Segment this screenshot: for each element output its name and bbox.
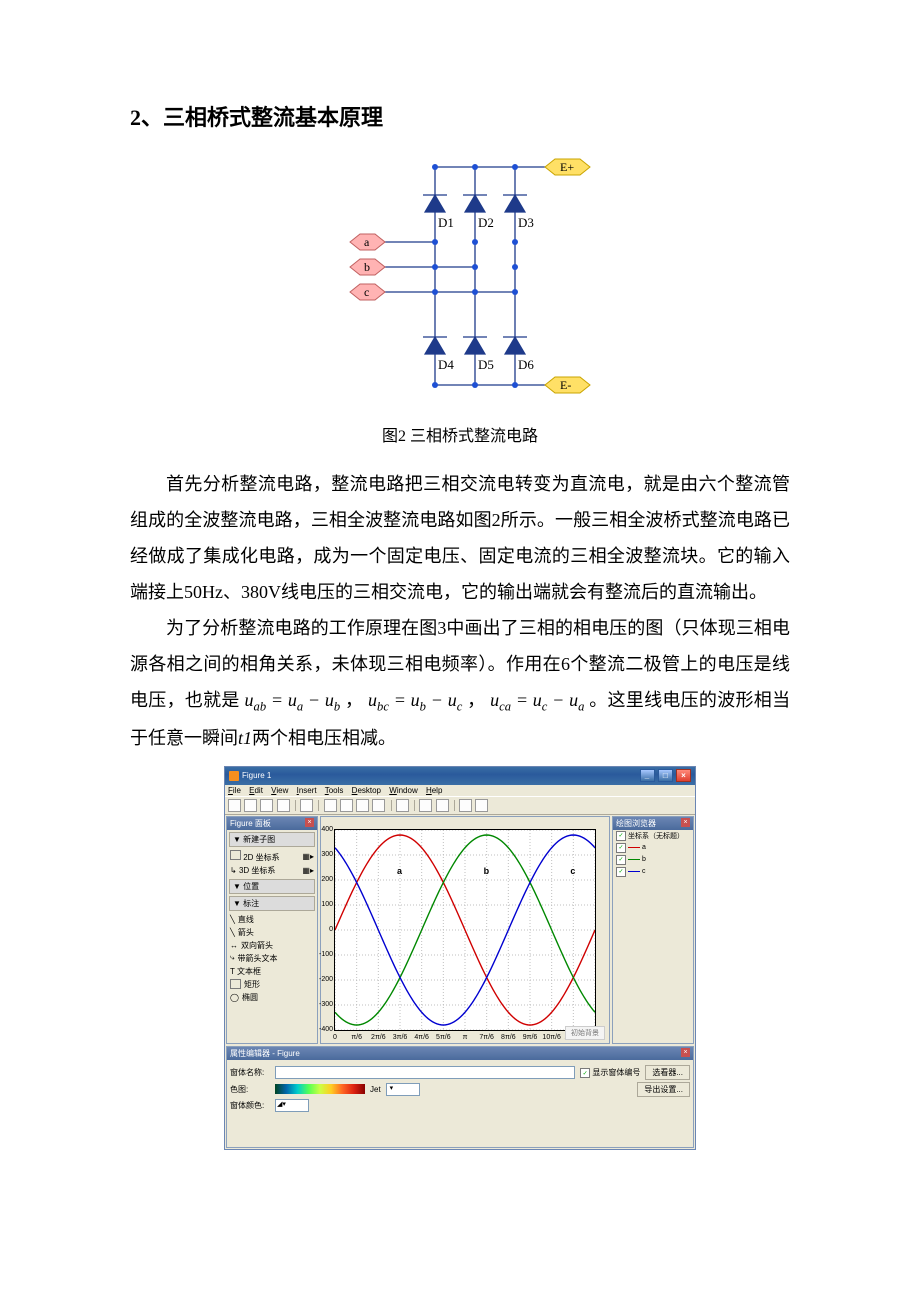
toolbar-pointer-icon[interactable] (300, 799, 313, 812)
figure-caption: 图2 三相桥式整流电路 (130, 422, 790, 446)
browser-axes-header[interactable]: ✓坐标系（无标题） (613, 830, 693, 842)
annot-textbox[interactable]: T 文本框 (227, 965, 317, 978)
annot-ellipse[interactable]: ◯ 椭圆 (227, 991, 317, 1004)
axes-2d-item[interactable]: 2D 坐标系▦▸ (227, 849, 317, 864)
figure-panel: Figure 面板× ▼ 新建子图 2D 坐标系▦▸ ↳ 3D 坐标系▦▸ ▼ … (226, 816, 318, 1044)
section-annotate[interactable]: ▼ 标注 (229, 896, 315, 911)
diode-d5 (463, 337, 487, 354)
colormap-select[interactable]: ▾ (386, 1083, 420, 1096)
svg-text:E-: E- (560, 378, 571, 392)
axes-3d-item[interactable]: ↳ 3D 坐标系▦▸ (227, 864, 317, 877)
add-background-button[interactable]: 初始背景 (565, 1026, 605, 1040)
plot-browser-panel: 绘图浏览器× ✓坐标系（无标题） ✓a✓b✓c (612, 816, 694, 1044)
menu-window[interactable]: Window (389, 786, 417, 795)
toolbar-new-icon[interactable] (228, 799, 241, 812)
close-button[interactable]: × (676, 769, 691, 782)
plot-panel: 4003002001000-100-200-300-4000π/62π/63π/… (320, 816, 610, 1044)
color-select[interactable]: ◢▾ (275, 1099, 309, 1112)
menu-view[interactable]: View (271, 786, 288, 795)
annot-double-arrow[interactable]: ↔ 双向箭头 (227, 939, 317, 952)
toolbar-print-icon[interactable] (277, 799, 290, 812)
svg-text:D5: D5 (478, 357, 494, 372)
toolbar (225, 796, 695, 815)
paragraph-2: 为了分析整流电路的工作原理在图3中画出了三相的相电压的图（只体现三相电源各相之间… (130, 610, 790, 756)
colormap-preview (275, 1084, 365, 1094)
browser-series-c[interactable]: ✓c (613, 866, 693, 878)
svg-text:E+: E+ (560, 160, 574, 174)
menu-bar[interactable]: File Edit View Insert Tools Desktop Wind… (225, 785, 695, 796)
toolbar-show-icon[interactable] (475, 799, 488, 812)
close-icon[interactable]: × (681, 818, 690, 827)
menu-edit[interactable]: Edit (249, 786, 263, 795)
annot-line[interactable]: ╲ 直线 (227, 913, 317, 926)
toolbar-zoomout-icon[interactable] (340, 799, 353, 812)
section-position[interactable]: ▼ 位置 (229, 879, 315, 894)
toolbar-save-icon[interactable] (260, 799, 273, 812)
inspector-button[interactable]: 选看器... (645, 1065, 690, 1080)
menu-file[interactable]: File (228, 786, 241, 795)
svg-text:c: c (364, 285, 369, 299)
menu-desktop[interactable]: Desktop (352, 786, 381, 795)
menu-tools[interactable]: Tools (325, 786, 344, 795)
matlab-figure-screenshot: Figure 1 _ □ × File Edit View Insert Too… (130, 766, 790, 1150)
annot-arrow[interactable]: ╲ 箭头 (227, 926, 317, 939)
svg-text:a: a (364, 235, 370, 249)
browser-series-b[interactable]: ✓b (613, 854, 693, 866)
axes[interactable]: 4003002001000-100-200-300-4000π/62π/63π/… (334, 829, 596, 1031)
svg-text:D3: D3 (518, 215, 534, 230)
window-title: Figure 1 (242, 771, 271, 780)
maximize-button[interactable]: □ (658, 769, 673, 782)
toolbar-open-icon[interactable] (244, 799, 257, 812)
annot-text-arrow[interactable]: ⤷ 带箭头文本 (227, 952, 317, 965)
menu-help[interactable]: Help (426, 786, 442, 795)
circuit-diagram: D1 D2 D3 D4 D5 D6 a b c (320, 157, 600, 407)
svg-text:b: b (364, 260, 370, 274)
property-editor-panel: 属性编辑器 - Figure× 窗体名称: ✓ 显示窗体编号 选看器... 色图… (226, 1046, 694, 1148)
diode-d3 (503, 195, 527, 212)
browser-series-a[interactable]: ✓a (613, 842, 693, 854)
svg-text:D4: D4 (438, 357, 454, 372)
diode-d1 (423, 195, 447, 212)
minimize-button[interactable]: _ (640, 769, 655, 782)
diode-d4 (423, 337, 447, 354)
annot-rect[interactable]: 矩形 (227, 978, 317, 991)
window-titlebar[interactable]: Figure 1 _ □ × (225, 767, 695, 785)
section-heading: 2、三相桥式整流基本原理 (130, 100, 790, 132)
svg-text:D2: D2 (478, 215, 494, 230)
toolbar-legend-icon[interactable] (436, 799, 449, 812)
diode-d2 (463, 195, 487, 212)
figure-name-input[interactable] (275, 1066, 575, 1079)
show-number-checkbox[interactable]: ✓ 显示窗体编号 (580, 1067, 640, 1079)
paragraph-1: 首先分析整流电路，整流电路把三相交流电转变为直流电，就是由六个整流管组成的全波整… (130, 466, 790, 610)
toolbar-hide-icon[interactable] (459, 799, 472, 812)
toolbar-rotate-icon[interactable] (372, 799, 385, 812)
svg-text:D6: D6 (518, 357, 534, 372)
menu-insert[interactable]: Insert (297, 786, 317, 795)
toolbar-colorbar-icon[interactable] (419, 799, 432, 812)
toolbar-zoomin-icon[interactable] (324, 799, 337, 812)
document-page: 2、三相桥式整流基本原理 (0, 0, 920, 1190)
matlab-icon (229, 771, 239, 781)
svg-text:D1: D1 (438, 215, 454, 230)
circuit-figure: D1 D2 D3 D4 D5 D6 a b c (130, 157, 790, 412)
toolbar-datacursor-icon[interactable] (396, 799, 409, 812)
diode-d6 (503, 337, 527, 354)
export-button[interactable]: 导出设置... (637, 1082, 690, 1097)
toolbar-pan-icon[interactable] (356, 799, 369, 812)
section-new-subplot[interactable]: ▼ 新建子图 (229, 832, 315, 847)
close-icon[interactable]: × (681, 1048, 690, 1057)
